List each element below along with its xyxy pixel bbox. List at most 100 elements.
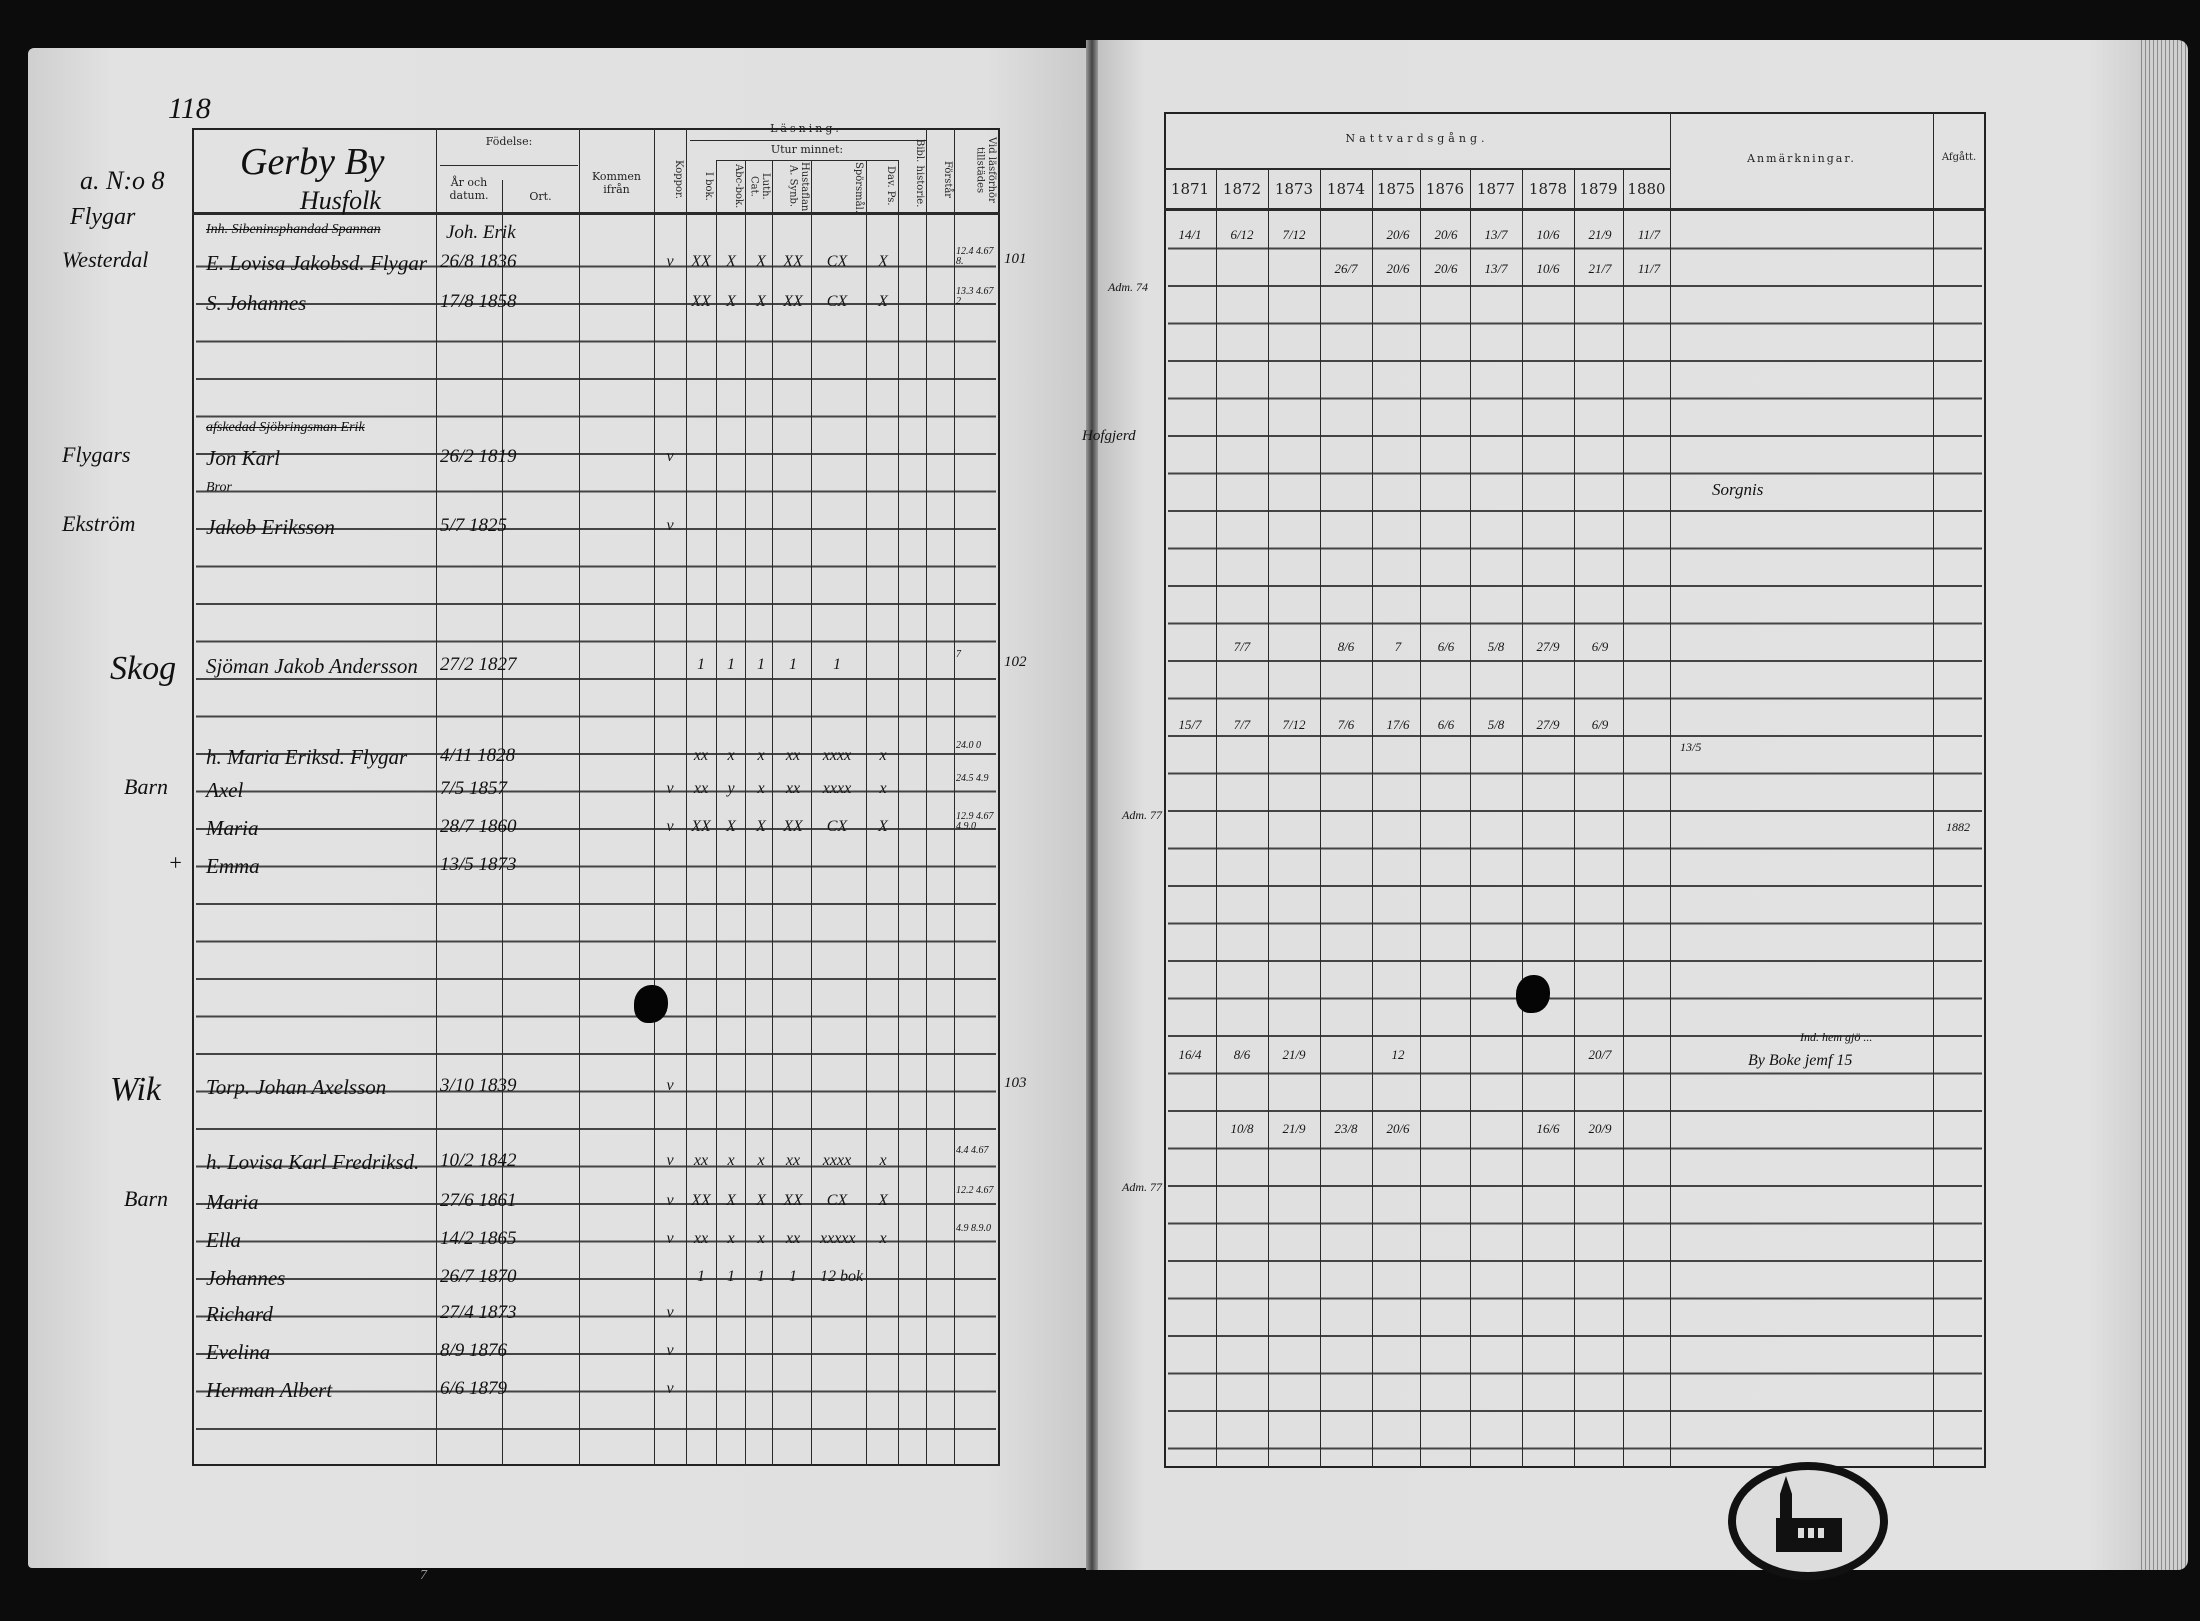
ink-blot xyxy=(634,985,668,1023)
person-name: S. Johannes xyxy=(206,291,307,315)
year-header: 1877 xyxy=(1476,180,1516,198)
person-name: Ella xyxy=(206,1228,241,1252)
header-ar: År och datum. xyxy=(449,176,489,203)
birth-date: Joh. Erik xyxy=(446,222,516,243)
reading-mark: X xyxy=(878,818,888,835)
communion-date: 27/9 xyxy=(1536,639,1560,654)
household-farm: Flygar xyxy=(70,204,136,230)
header-rule xyxy=(440,165,578,166)
margin-label: Ekström xyxy=(62,511,136,536)
communion-date: 20/7 xyxy=(1588,1047,1612,1062)
header-utur: Utur minnet: xyxy=(770,143,844,156)
column-divider xyxy=(1320,168,1321,1468)
entry-number: 102 xyxy=(1004,654,1027,670)
person-name: Herman Albert xyxy=(206,1378,333,1402)
communion-date: 8/6 xyxy=(1337,639,1355,654)
year-header: 1872 xyxy=(1222,180,1262,198)
reading-mark: x xyxy=(879,780,887,797)
communion-date: 6/12 xyxy=(1230,227,1254,242)
column-divider xyxy=(1623,168,1624,1468)
column-divider xyxy=(1574,168,1575,1468)
header-husf: Hustaflan. A. Synb. xyxy=(787,162,811,215)
reading-mark: CX xyxy=(826,818,848,835)
header-abc: Abc-bok. xyxy=(733,163,744,209)
birth-date: 13/5 1873 xyxy=(440,854,517,875)
header-luth: Luth. Cat. xyxy=(748,172,772,200)
birth-date: 8/9 1876 xyxy=(440,1340,508,1361)
reading-mark: XX xyxy=(783,293,803,310)
communion-date: 5/8 xyxy=(1487,639,1505,654)
entry-number: 103 xyxy=(1004,1075,1027,1091)
reading-mark: xx xyxy=(785,780,801,797)
reading-mark: XX xyxy=(783,1192,803,1209)
margin-label: + xyxy=(168,850,183,875)
archive-stamp xyxy=(1728,1462,1888,1580)
communion-date: 10/6 xyxy=(1536,261,1560,276)
header-vid: Vid läsförhör tillstädes xyxy=(974,137,998,203)
communion-date: 7/7 xyxy=(1233,717,1251,732)
communion-date: 10/6 xyxy=(1536,227,1560,242)
communion-date: 11/7 xyxy=(1637,261,1661,276)
reading-mark: CX xyxy=(826,293,848,310)
reading-mark: xx xyxy=(693,1230,709,1247)
reading-mark: 1 xyxy=(727,1268,735,1285)
person-name: Evelina xyxy=(206,1340,271,1364)
birth-date: 14/2 1865 xyxy=(440,1228,517,1249)
birth-date: 4/11 1828 xyxy=(440,745,516,766)
person-name: Johannes xyxy=(206,1266,286,1290)
year-header: 1878 xyxy=(1528,180,1568,198)
column-divider xyxy=(1372,168,1373,1468)
note-adm-74: Adm. 74 xyxy=(1108,280,1148,294)
birth-date: 27/6 1861 xyxy=(440,1190,517,1211)
church-icon xyxy=(1776,1476,1842,1552)
reading-mark: xx xyxy=(785,1152,801,1169)
header-fodelse: Födelse: xyxy=(485,135,533,148)
column-divider xyxy=(502,180,503,1466)
reading-mark: XX xyxy=(691,293,711,310)
reading-mark: X xyxy=(756,293,766,310)
reading-mark: 1 xyxy=(757,656,765,673)
header-rule xyxy=(690,140,926,141)
reading-mark: xxxxx xyxy=(820,1230,856,1247)
birth-date: 26/8 1836 xyxy=(440,251,517,272)
header-kommen: Kommen ifrån xyxy=(591,170,641,197)
reading-mark: X xyxy=(726,818,736,835)
communion-date: 7/6 xyxy=(1337,717,1355,732)
communion-date: 21/7 xyxy=(1588,261,1612,276)
margin-label: Barn xyxy=(124,1186,168,1211)
reading-mark: XX xyxy=(691,253,711,270)
communion-date: 7/12 xyxy=(1282,227,1306,242)
household-number: a. N:o 8 xyxy=(80,166,165,195)
person-name: Bror xyxy=(206,480,232,495)
communion-date: 20/6 xyxy=(1386,261,1410,276)
book-gutter xyxy=(1086,40,1098,1570)
reading-mark: xx xyxy=(693,1152,709,1169)
header-lasning: Läsning. xyxy=(770,122,842,135)
header-spors: Spörsmål. xyxy=(853,162,864,214)
reading-mark: v xyxy=(666,517,674,534)
person-name: Jon Karl xyxy=(206,446,281,470)
communion-date: 21/9 xyxy=(1282,1121,1306,1136)
communion-date: 7/12 xyxy=(1282,717,1306,732)
birth-date: 17/8 1858 xyxy=(440,291,517,312)
column-divider xyxy=(926,128,927,1466)
left-table-frame xyxy=(192,128,1000,1466)
column-divider xyxy=(1470,168,1471,1468)
attendance-note: 12.4 4.67 8. xyxy=(956,246,994,267)
ink-blot xyxy=(1516,975,1550,1013)
attendance-note: 24.5 4.9 xyxy=(956,773,989,784)
communion-date: 7/7 xyxy=(1233,639,1251,654)
header-rule xyxy=(716,160,898,161)
attendance-note: 4.9 8.9.0 xyxy=(956,1223,991,1234)
reading-mark: v xyxy=(666,1342,674,1359)
column-divider xyxy=(1522,168,1523,1468)
reading-mark: x xyxy=(757,780,765,797)
communion-date: 13/7 xyxy=(1484,227,1508,242)
reading-mark: X xyxy=(756,1192,766,1209)
margin-label: Westerdal xyxy=(62,247,149,272)
reading-mark: xxxx xyxy=(822,747,852,764)
communion-date: 6/6 xyxy=(1437,717,1455,732)
year-header: 1871 xyxy=(1170,180,1210,198)
birth-date: 26/2 1819 xyxy=(440,446,517,467)
reading-mark: 1 xyxy=(727,656,735,673)
